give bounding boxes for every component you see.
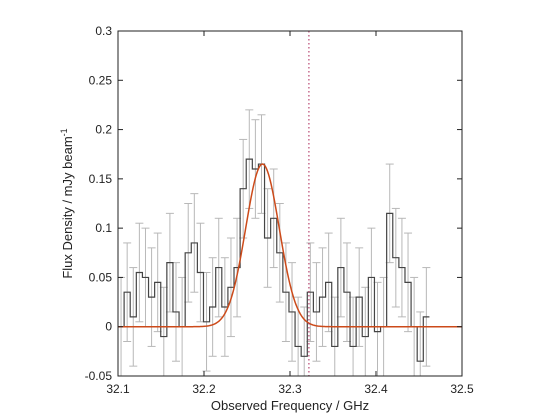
- y-tick-label: 0.3: [95, 24, 112, 38]
- x-tick-labels: 32.1 32.2 32.3 32.4 32.5: [106, 382, 474, 396]
- y-tick-label: 0.15: [89, 172, 113, 186]
- x-axis-title: Observed Frequency / GHz: [211, 398, 369, 413]
- x-tick-label: 32.5: [450, 382, 474, 396]
- y-axis-title-superscript: -1: [59, 128, 69, 136]
- y-tick-label: -0.05: [85, 369, 113, 383]
- y-axis-title-main: Flux Density / mJy beam: [60, 136, 75, 278]
- y-axis-title: Flux Density / mJy beam-1: [59, 128, 75, 278]
- step-series-layer: [118, 158, 430, 362]
- ticks-layer: [117, 30, 463, 377]
- y-tick-label: 0.2: [95, 123, 112, 137]
- x-tick-label: 32.2: [192, 382, 216, 396]
- x-tick-label: 32.4: [364, 382, 388, 396]
- x-tick-label: 32.3: [278, 382, 302, 396]
- y-tick-label: 0.05: [89, 270, 113, 284]
- step-series-line: [118, 158, 430, 362]
- plot-frame: [117, 30, 463, 377]
- y-tick-label: 0.1: [95, 221, 112, 235]
- x-tick-label: 32.1: [106, 382, 130, 396]
- fit-layer: [118, 163, 462, 328]
- gaussian-fit-line: [118, 163, 462, 328]
- y-tick-labels: -0.05 0 0.05 0.1 0.15 0.2 0.25 0.3: [85, 24, 113, 383]
- y-tick-label: 0.25: [89, 73, 113, 87]
- y-tick-label: 0: [105, 320, 112, 334]
